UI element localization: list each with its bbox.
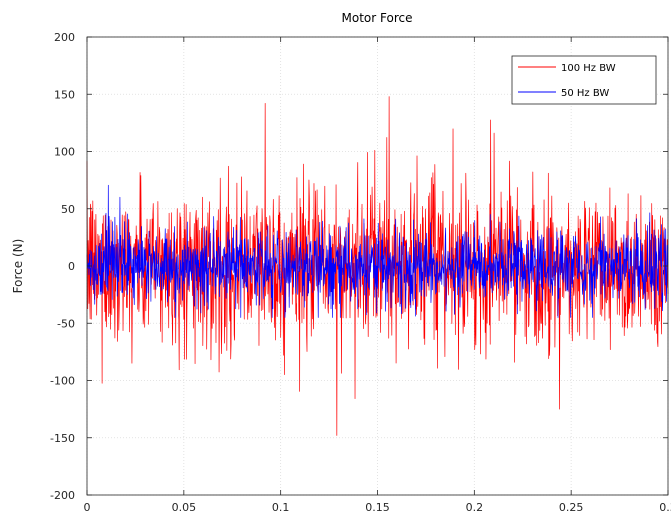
legend-box	[511, 55, 657, 105]
y-tick-label: -150	[50, 432, 75, 445]
chart-title: Motor Force	[342, 11, 413, 25]
x-tick-label: 0.25	[559, 501, 584, 514]
ticks: 0 0.05 0.1 0.15 0.2 0.25 0.3 200 150 100 50 0 -50 -10…	[50, 31, 671, 514]
legend-label-100hz: 100 Hz BW	[561, 63, 616, 74]
x-tick-label: 0.2	[466, 501, 484, 514]
x-tick-label: 0.05	[172, 501, 197, 514]
y-tick-label: -50	[57, 317, 75, 330]
legend: 100 Hz BW 50 Hz BW	[511, 55, 657, 105]
series-line-100hz-bw	[86, 96, 669, 436]
y-tick-label: -100	[50, 375, 75, 388]
series-line-50hz-bw	[86, 184, 669, 318]
y-tick-label: 100	[54, 146, 75, 159]
y-tick-label: 0	[68, 260, 75, 273]
x-tick-label: 0.15	[365, 501, 390, 514]
series-layer	[86, 96, 669, 436]
y-tick-label: -200	[50, 489, 75, 502]
y-axis-label: Force (N)	[11, 239, 25, 294]
legend-label-50hz: 50 Hz BW	[561, 88, 609, 99]
x-tick-label: 0.1	[272, 501, 290, 514]
x-tick-label: 0.3	[659, 501, 671, 514]
x-tick-label: 0	[84, 501, 91, 514]
y-tick-label: 200	[54, 31, 75, 44]
y-tick-label: 150	[54, 88, 75, 101]
y-tick-label: 50	[61, 203, 75, 216]
